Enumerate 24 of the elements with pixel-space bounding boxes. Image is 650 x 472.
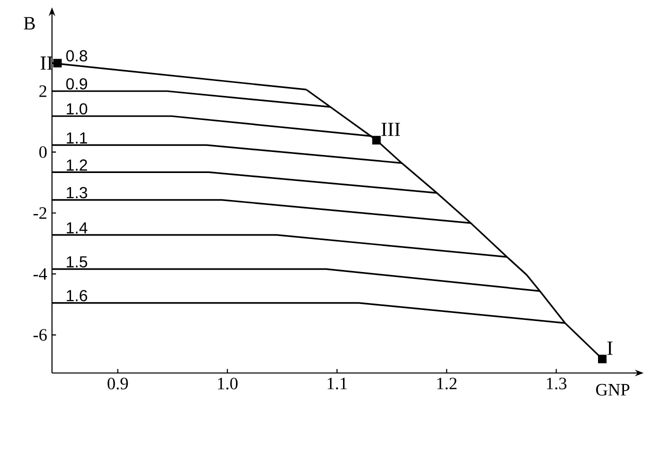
y-axis-title: B [24,17,35,30]
annotation: III [381,122,400,136]
x-axis-title: GNP [596,384,630,396]
series-label: 1.2 [66,159,88,171]
series-label: 1.5 [66,256,88,268]
y-tick-label: -4 [34,268,48,280]
series-label: 1.4 [66,222,88,234]
x-tick-label: 1.1 [328,378,347,390]
y-tick-label: 2 [39,85,46,97]
annotation: I [607,342,613,355]
series-label: 1.6 [66,290,88,302]
y-tick-label: 0 [39,146,47,158]
series-label: 1.1 [66,132,88,144]
x-tick-label: 0.9 [108,378,128,390]
x-tick-label: 1.3 [546,378,566,390]
series-label: 1.0 [66,103,88,115]
y-tick-label: -6 [34,329,47,341]
series-label: 0.9 [66,78,88,90]
series-label: 0.8 [66,50,88,62]
x-tick-label: 1.2 [437,378,457,390]
x-tick-label: 1.0 [218,378,238,390]
y-tick-label: -2 [34,207,46,219]
series-label: 1.3 [66,186,88,198]
annotation: II [40,56,53,70]
